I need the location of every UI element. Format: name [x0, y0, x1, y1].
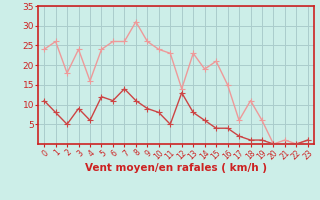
- X-axis label: Vent moyen/en rafales ( km/h ): Vent moyen/en rafales ( km/h ): [85, 163, 267, 173]
